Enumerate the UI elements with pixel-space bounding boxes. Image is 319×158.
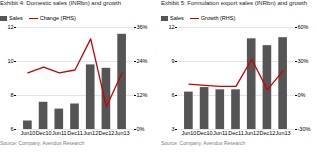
svg-text:60%: 60% <box>298 24 309 30</box>
html-text:Growth (RHS): Growth (RHS) <box>200 14 236 21</box>
svg-text:Dec11: Dec11 <box>228 130 244 136</box>
html-text:Exhibit 5: Formulation export: Exhibit 5: Formulation export sales (INR… <box>161 0 308 6</box>
html-text:Exhibit 4: Domestic sales (INR: Exhibit 4: Domestic sales (INRbn) and gr… <box>0 0 122 6</box>
svg-text:10: 10 <box>7 58 13 64</box>
svg-text:3: 3 <box>171 126 174 132</box>
html-text:Sales: Sales <box>170 14 184 21</box>
html-text:Sales: Sales <box>9 14 23 21</box>
html-text:Source: Company, Avendus Resea: Source: Company, Avendus Research <box>0 140 85 146</box>
svg-text:Dec10: Dec10 <box>36 130 52 136</box>
svg-text:12%: 12% <box>137 92 148 98</box>
svg-text:8: 8 <box>10 92 13 98</box>
svg-text:24%: 24% <box>137 58 148 64</box>
svg-text:0%: 0% <box>298 92 306 98</box>
svg-text:Jun10: Jun10 <box>20 130 35 136</box>
svg-text:0%: 0% <box>137 126 145 132</box>
svg-text:Jun11: Jun11 <box>52 130 67 136</box>
svg-text:12: 12 <box>7 24 13 30</box>
svg-text:36%: 36% <box>137 24 148 30</box>
html-text:Change (RHS): Change (RHS) <box>39 14 76 21</box>
svg-text:Dec12: Dec12 <box>98 130 114 136</box>
svg-text:Dec11: Dec11 <box>67 130 83 136</box>
svg-text:30%: 30% <box>298 58 309 64</box>
svg-text:Jun12: Jun12 <box>244 130 259 136</box>
svg-text:6: 6 <box>10 126 13 132</box>
svg-text:12: 12 <box>168 24 174 30</box>
svg-text:Jun13: Jun13 <box>276 130 291 136</box>
svg-text:Jun11: Jun11 <box>213 130 228 136</box>
svg-text:Jun13: Jun13 <box>115 130 130 136</box>
svg-text:6: 6 <box>171 92 174 98</box>
html-text:Source: Company, Avendus Resea: Source: Company, Avendus Research <box>161 140 246 146</box>
svg-text:9: 9 <box>171 58 174 64</box>
svg-text:Dec12: Dec12 <box>259 130 275 136</box>
svg-text:Jun12: Jun12 <box>83 130 98 136</box>
svg-text:Jun10: Jun10 <box>181 130 196 136</box>
svg-text:-30%: -30% <box>298 126 311 132</box>
svg-text:Dec10: Dec10 <box>197 130 213 136</box>
